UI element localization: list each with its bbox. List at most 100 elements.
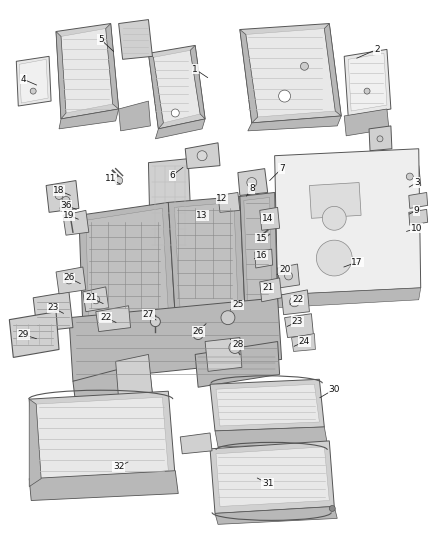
Polygon shape xyxy=(409,192,427,208)
Polygon shape xyxy=(278,264,300,288)
Polygon shape xyxy=(309,182,361,219)
Polygon shape xyxy=(155,119,205,139)
Text: 2: 2 xyxy=(374,45,380,54)
Polygon shape xyxy=(276,288,421,308)
Circle shape xyxy=(316,240,352,276)
Text: 7: 7 xyxy=(279,164,284,173)
Circle shape xyxy=(290,297,300,307)
Text: 17: 17 xyxy=(351,257,363,266)
Polygon shape xyxy=(56,31,66,119)
Text: 10: 10 xyxy=(411,224,423,233)
Text: 22: 22 xyxy=(292,295,303,304)
Circle shape xyxy=(285,272,293,280)
Text: 9: 9 xyxy=(414,206,420,215)
Polygon shape xyxy=(218,192,240,212)
Polygon shape xyxy=(106,23,119,109)
Circle shape xyxy=(150,317,160,327)
Polygon shape xyxy=(148,53,163,129)
Polygon shape xyxy=(246,29,335,117)
Polygon shape xyxy=(216,447,329,506)
Polygon shape xyxy=(9,312,59,358)
Text: 23: 23 xyxy=(47,303,59,312)
Polygon shape xyxy=(285,314,314,337)
Polygon shape xyxy=(409,209,427,225)
Circle shape xyxy=(322,206,346,230)
Polygon shape xyxy=(210,441,334,513)
Polygon shape xyxy=(260,207,279,230)
Polygon shape xyxy=(36,397,168,479)
Polygon shape xyxy=(29,399,41,487)
Text: 18: 18 xyxy=(53,186,65,195)
Text: 23: 23 xyxy=(292,317,303,326)
Text: 3: 3 xyxy=(414,178,420,187)
Polygon shape xyxy=(148,159,192,252)
Polygon shape xyxy=(180,433,212,454)
Polygon shape xyxy=(348,53,387,111)
Text: 30: 30 xyxy=(328,385,340,394)
Polygon shape xyxy=(61,29,113,113)
Circle shape xyxy=(30,88,36,94)
Text: 1: 1 xyxy=(192,64,198,74)
Polygon shape xyxy=(255,249,273,268)
Circle shape xyxy=(197,151,207,160)
Polygon shape xyxy=(399,166,421,189)
Polygon shape xyxy=(369,126,392,151)
Polygon shape xyxy=(33,292,73,332)
Text: 26: 26 xyxy=(192,327,204,336)
Text: 21: 21 xyxy=(85,293,96,302)
Polygon shape xyxy=(260,278,282,302)
Polygon shape xyxy=(16,56,51,106)
Polygon shape xyxy=(63,211,89,235)
Circle shape xyxy=(406,173,413,180)
Polygon shape xyxy=(83,287,109,312)
Circle shape xyxy=(247,177,257,188)
Polygon shape xyxy=(19,59,48,103)
Polygon shape xyxy=(216,384,319,426)
Polygon shape xyxy=(73,361,152,414)
Circle shape xyxy=(221,311,235,325)
Text: 11: 11 xyxy=(105,174,117,183)
Polygon shape xyxy=(116,354,152,399)
Circle shape xyxy=(115,176,123,184)
Text: 12: 12 xyxy=(216,194,228,203)
Text: 6: 6 xyxy=(170,171,175,180)
Text: 20: 20 xyxy=(279,265,290,274)
Polygon shape xyxy=(46,181,79,212)
Polygon shape xyxy=(185,143,220,168)
Text: 26: 26 xyxy=(63,273,74,282)
Polygon shape xyxy=(282,290,309,314)
Circle shape xyxy=(364,88,370,94)
Polygon shape xyxy=(195,342,279,387)
Polygon shape xyxy=(238,168,268,196)
Text: 32: 32 xyxy=(113,462,124,471)
Polygon shape xyxy=(174,203,238,312)
Polygon shape xyxy=(344,109,389,136)
Circle shape xyxy=(229,342,241,353)
Polygon shape xyxy=(69,298,282,381)
Text: 28: 28 xyxy=(232,340,244,349)
Text: 27: 27 xyxy=(143,310,154,319)
Text: 19: 19 xyxy=(63,211,75,220)
Circle shape xyxy=(279,90,290,102)
Polygon shape xyxy=(240,192,278,308)
Circle shape xyxy=(377,136,383,142)
Polygon shape xyxy=(86,208,168,320)
Circle shape xyxy=(92,296,100,304)
Polygon shape xyxy=(29,391,175,487)
Polygon shape xyxy=(119,20,152,59)
Polygon shape xyxy=(248,116,341,131)
Text: 31: 31 xyxy=(262,479,273,488)
Circle shape xyxy=(171,109,179,117)
Text: 16: 16 xyxy=(256,251,268,260)
Text: 21: 21 xyxy=(262,284,273,293)
Text: 5: 5 xyxy=(98,35,104,44)
Text: 29: 29 xyxy=(18,330,29,339)
Polygon shape xyxy=(153,51,200,123)
Circle shape xyxy=(55,191,63,199)
Polygon shape xyxy=(215,427,327,447)
Text: 24: 24 xyxy=(299,337,310,346)
Circle shape xyxy=(329,505,335,512)
Polygon shape xyxy=(148,45,205,129)
Polygon shape xyxy=(79,203,175,328)
Polygon shape xyxy=(324,23,341,116)
